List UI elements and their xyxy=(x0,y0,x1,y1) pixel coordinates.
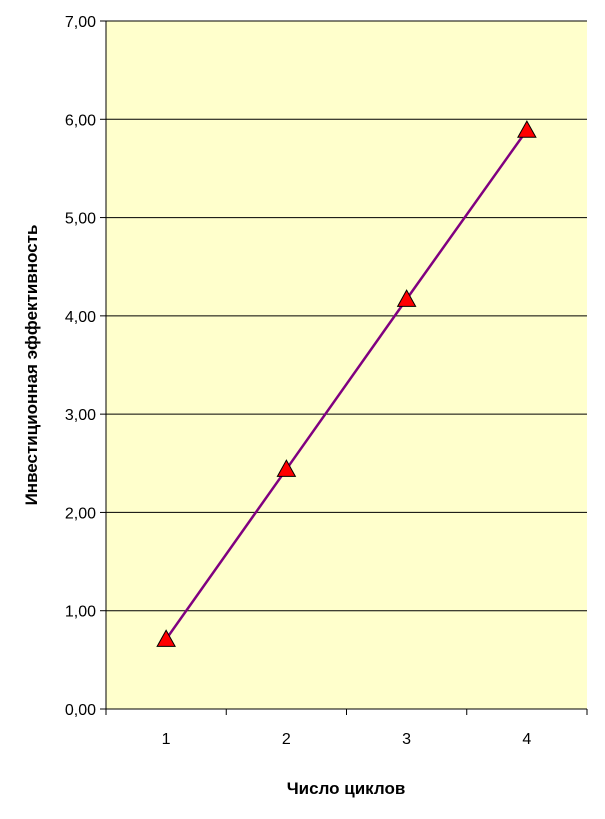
y-axis-title: Инвестиционная эффективность xyxy=(22,225,41,506)
x-tick-label: 1 xyxy=(162,731,171,748)
y-tick-label: 5,00 xyxy=(65,211,96,228)
y-tick-label: 3,00 xyxy=(65,407,96,424)
x-axis-title: Число циклов xyxy=(287,779,406,798)
data-point-marker xyxy=(517,120,537,138)
data-point-marker xyxy=(396,289,417,307)
data-point-marker xyxy=(156,629,176,647)
x-tick-label: 4 xyxy=(522,731,531,748)
x-axis: 1 2 3 4 xyxy=(105,708,588,748)
y-tick-label: 6,00 xyxy=(65,112,96,129)
y-tick-label: 7,00 xyxy=(65,14,96,31)
x-tick-label: 2 xyxy=(282,731,291,748)
plot-area xyxy=(106,21,587,709)
series-line xyxy=(165,129,528,640)
y-tick-label: 1,00 xyxy=(65,604,96,621)
y-axis: 0,00 1,00 2,00 3,00 4,00 5,00 6,00 7,00 xyxy=(65,14,107,719)
y-tick-label: 4,00 xyxy=(65,309,96,326)
series-layer xyxy=(156,120,537,647)
data-point-marker xyxy=(276,459,297,477)
x-tick-label: 3 xyxy=(402,731,411,748)
y-tick-label: 0,00 xyxy=(65,702,96,719)
y-tick-label: 2,00 xyxy=(65,505,96,522)
